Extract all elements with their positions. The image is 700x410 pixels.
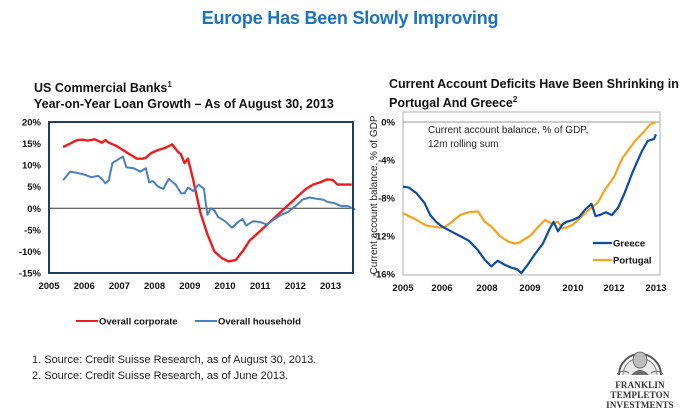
y-tick-label: 15% [22, 139, 42, 150]
y-tick-label: -10% [19, 247, 42, 258]
y-tick-label: 10% [22, 161, 42, 172]
legend-label: Overall corporate [99, 317, 178, 328]
legend-label: Portugal [613, 256, 652, 267]
y-tick-label: -12% [373, 232, 396, 243]
footnote-ref-1: 1 [167, 80, 172, 89]
series-line-overall-household [62, 155, 356, 229]
series-line-overall-corporate [62, 138, 352, 263]
logo-line1: FRANKLIN TEMPLETON [610, 380, 670, 400]
legend-label: Greece [613, 239, 645, 250]
y-tick-label: -4% [378, 156, 395, 167]
y-tick-label: -15% [19, 269, 42, 280]
footnotes: 1. Source: Credit Suisse Research, as of… [32, 352, 316, 384]
x-tick-label: 2008 [476, 283, 497, 294]
right-chart-title-line1: Current Account Deficits Have Been Shrin… [389, 77, 679, 91]
x-tick-label: 2006 [74, 281, 95, 292]
y-tick-label: -5% [24, 225, 41, 236]
y-tick-label: -16% [373, 270, 396, 281]
right-chart-title-line2: Portugal And Greece [389, 96, 513, 111]
annotation-line2: 12m rolling sum [428, 139, 499, 150]
legend: Overall corporate Overall household [76, 317, 301, 328]
x-tick-label: 2009 [179, 281, 200, 292]
y-axis-label: Current account balance, % of GDP [369, 115, 380, 274]
benjamin-franklin-portrait-icon [616, 351, 664, 376]
y-tick-label: -8% [378, 194, 395, 205]
loan-growth-chart: 20% 15% 10% 5% 0% -5% -10% -15% 2005 2006 2007 200… [19, 118, 356, 328]
right-chart-title: Current Account Deficits Have Been Shrin… [389, 76, 679, 111]
plot-frame [48, 121, 354, 274]
current-account-chart: 0% -4% -8% -12% -16% 2005 2006 2008 2009 2010 201… [369, 111, 667, 294]
x-tick-label: 2012 [285, 281, 306, 292]
plot-frame [402, 111, 661, 276]
footnote-1: 1. Source: Credit Suisse Research, as of… [32, 354, 317, 366]
x-tick-label: 2009 [519, 283, 540, 294]
x-tick-label: 2013 [645, 283, 666, 294]
left-chart-title: US Commercial Banks1 Year-on-Year Loan G… [34, 77, 334, 112]
x-tick-label: 2011 [250, 281, 271, 292]
page-title: Europe Has Been Slowly Improving [201, 8, 499, 28]
y-tick-label: 20% [22, 118, 42, 129]
left-chart-title-line1: US Commercial Banks [34, 81, 168, 96]
left-chart-title-line2: Year-on-Year Loan Growth – As of August … [34, 97, 334, 112]
legend: Greece Portugal [593, 239, 652, 267]
x-tick-label: 2008 [144, 281, 165, 292]
x-tick-label: 2005 [38, 281, 60, 292]
series-line-greece [402, 133, 658, 275]
x-tick-label: 2005 [392, 283, 414, 294]
x-tick-label: 2006 [431, 283, 452, 294]
x-tick-label: 2007 [109, 281, 130, 292]
x-tick-label: 2012 [603, 283, 624, 294]
x-tick-label: 2010 [214, 281, 235, 292]
y-tick-label: 0% [27, 204, 41, 215]
x-tick-label: 2013 [320, 281, 341, 292]
footnote-ref-2: 2 [512, 95, 518, 104]
annotation-line1: Current account balance, % of GDP, [428, 125, 588, 136]
y-tick-label: 0% [381, 118, 395, 129]
legend-label: Overall household [218, 317, 301, 328]
footnote-2: 2. Source: Credit Suisse Research, as of… [32, 370, 289, 382]
y-tick-label: 5% [27, 182, 41, 193]
series-line-portugal [402, 120, 657, 245]
x-tick-label: 2010 [562, 283, 583, 294]
logo-line2: INVESTMENTS [606, 400, 674, 410]
